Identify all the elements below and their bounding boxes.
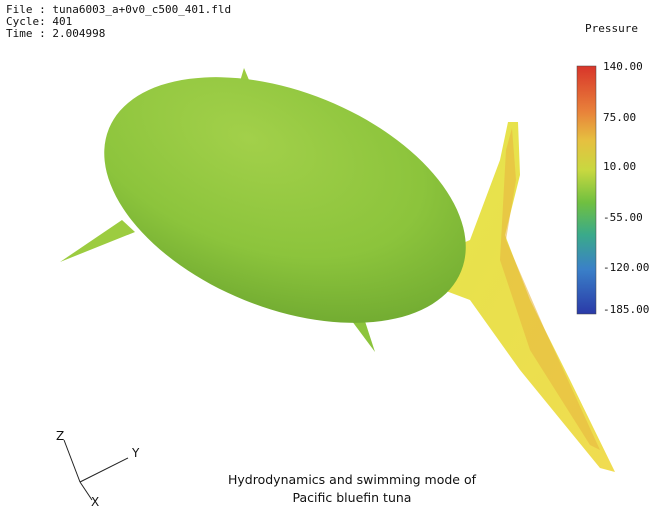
axis-label: Z <box>56 429 64 443</box>
legend-label: -120.00 <box>603 261 649 274</box>
legend-label: -185.00 <box>603 303 649 316</box>
axis-triad <box>64 440 128 500</box>
tuna-model <box>60 29 615 472</box>
screenshot: File : tuna6003_a+0v0_c500_401.fld Cycle… <box>0 0 667 508</box>
axis-label: Y <box>131 446 140 460</box>
caption: Pacific bluefin tuna <box>293 490 412 505</box>
legend-label: 75.00 <box>603 111 636 124</box>
axis-label: X <box>91 495 99 508</box>
caption: Hydrodynamics and swimming mode of <box>228 472 477 487</box>
legend-label: 140.00 <box>603 60 643 73</box>
legend-label: 10.00 <box>603 160 636 173</box>
legend-label: -55.00 <box>603 211 643 224</box>
time-line: Time : 2.004998 <box>6 27 105 40</box>
visualization: File : tuna6003_a+0v0_c500_401.fld Cycle… <box>0 0 667 508</box>
color-bar <box>577 66 596 314</box>
legend-title: Pressure <box>585 22 638 35</box>
